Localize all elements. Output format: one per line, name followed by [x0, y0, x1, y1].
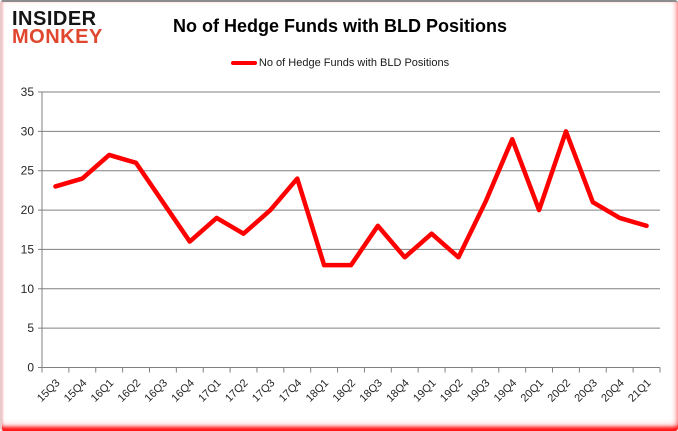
- x-tick-label: 20Q1: [519, 377, 547, 405]
- y-tick-label: 35: [21, 85, 35, 99]
- x-tick-label: 18Q1: [304, 377, 332, 405]
- x-tick-label: 16Q1: [89, 377, 117, 405]
- y-tick-label: 15: [21, 242, 35, 256]
- x-tick-label: 17Q3: [250, 377, 278, 405]
- x-tick-label: 19Q2: [438, 377, 466, 405]
- y-tick-label: 20: [21, 203, 35, 217]
- series-line: [53, 129, 649, 268]
- legend-line-swatch: [230, 61, 257, 65]
- x-tick-label: 16Q2: [116, 377, 144, 405]
- logo-line-monkey: MONKEY: [12, 26, 103, 49]
- x-tick-label: 15Q4: [62, 377, 90, 405]
- logo-line-insider: INSIDER: [12, 8, 97, 30]
- y-tick-label: 5: [27, 321, 34, 335]
- x-tick-label: 15Q3: [35, 377, 63, 405]
- insider-monkey-logo: INSIDER MONKEY: [12, 8, 103, 49]
- x-tick-label: 17Q4: [277, 377, 305, 405]
- y-tick-label: 0: [27, 361, 34, 375]
- x-tick-label: 20Q4: [599, 377, 627, 405]
- x-tick-label: 18Q3: [357, 377, 385, 405]
- x-tick-label: 18Q2: [331, 377, 359, 405]
- legend-label: No of Hedge Funds with BLD Positions: [258, 57, 450, 69]
- x-tick-label: 19Q1: [411, 377, 439, 405]
- x-tick-label: 19Q4: [492, 377, 520, 405]
- x-tick-label: 19Q3: [465, 377, 493, 405]
- x-tick-label: 16Q3: [143, 377, 171, 405]
- y-tick-label: 25: [21, 164, 35, 178]
- y-tick-label: 30: [21, 124, 35, 138]
- x-tick-label: 20Q3: [572, 377, 600, 405]
- x-tick-label: 18Q4: [384, 377, 412, 405]
- x-tick-label: 17Q2: [223, 377, 251, 405]
- y-tick-label: 10: [21, 282, 35, 296]
- chart-title: No of Hedge Funds with BLD Positions: [173, 16, 507, 36]
- chart-legend: No of Hedge Funds with BLD Positions: [2, 57, 678, 69]
- x-tick-label: 21Q1: [626, 377, 654, 405]
- x-tick-label: 17Q1: [196, 377, 224, 405]
- x-tick-label: 16Q4: [169, 377, 197, 405]
- x-tick-label: 20Q2: [546, 377, 574, 405]
